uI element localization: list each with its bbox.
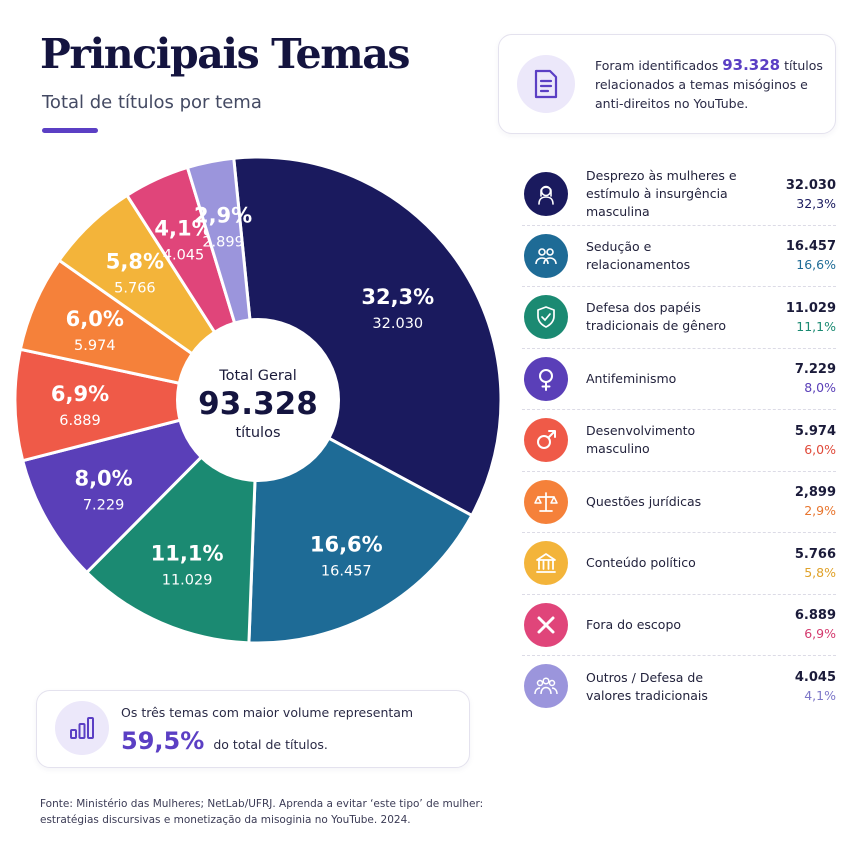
legend-values: 6.889 6,9%: [795, 595, 836, 656]
male-symbol-icon: [524, 418, 568, 462]
info-prefix: Foram identificados: [595, 58, 719, 73]
title-accent-bar: [42, 128, 98, 133]
female-symbol-icon: [524, 356, 568, 401]
legend-values: 4.045 4,1%: [795, 656, 836, 718]
slice-percentage-label: 8,0%: [74, 467, 132, 491]
legend-label: Questões jurídicas: [586, 493, 702, 509]
info-suffix: títulos relacionados a temas misóginos e…: [595, 58, 823, 111]
center-total-value: 93.328: [198, 386, 318, 422]
legend-percentage: 8,0%: [804, 380, 836, 396]
legend-label: Outros / Defesa de valores tradicionais: [586, 669, 708, 703]
slice-percentage-label: 6,0%: [66, 307, 124, 331]
legend-count: 6.889: [794, 608, 836, 624]
document-icon: [517, 55, 575, 113]
legend-label: Desenvolvimento masculino: [586, 423, 696, 457]
legend-count: 11.029: [785, 300, 836, 316]
woman-icon: [524, 172, 568, 216]
summary-card: Os três temas com maior volume represent…: [36, 690, 470, 768]
group-icon: [524, 233, 568, 278]
legend-count: 7.229: [794, 362, 836, 378]
legend-values: 16.457 16,6%: [786, 226, 836, 287]
legend-count: 5.766: [794, 546, 836, 562]
info-card: Foram identificados 93.328 títulos relac…: [498, 34, 836, 134]
legend-values: 11.029 11,1%: [786, 287, 836, 348]
legend-count: 5.974: [794, 423, 836, 439]
legend-row: Defesa dos papéis tradicionais de gênero…: [522, 287, 836, 349]
slice-percentage-label: 2,9%: [194, 204, 252, 228]
slice-value-label: 5.766: [114, 281, 156, 297]
legend-percentage: 11,1%: [796, 318, 836, 334]
legend-values: 2,899 2,9%: [795, 472, 836, 533]
page-subtitle: Total de títulos por tema: [42, 92, 262, 113]
legend-percentage: 6,9%: [804, 626, 836, 642]
pie-chart: 32,3% 32.030 16,6% 16.457 11,1% 11.029 8,0% 7.2…: [13, 155, 503, 645]
summary-line: Os três temas com maior volume represent…: [121, 705, 414, 720]
pie-slice: [232, 155, 503, 517]
legend-values: 7.229 8,0%: [795, 349, 836, 410]
slice-percentage-label: 11,1%: [151, 541, 224, 565]
legend-values: 5.766 5,8%: [795, 533, 836, 594]
legend-row: Conteúdo político 5.766 5,8%: [522, 533, 836, 595]
center-total-label: Total Geral: [218, 368, 297, 384]
legend-label: Sedução e relacionamentos: [586, 238, 691, 272]
legend-label: Defesa dos papéis tradicionais de gênero: [586, 300, 726, 334]
legend-label: Fora do escopo: [586, 616, 682, 632]
slice-percentage-label: 16,6%: [310, 533, 383, 557]
summary-rest: do total de títulos.: [213, 737, 328, 752]
legend-label: Antifeminismo: [586, 370, 677, 386]
legend-percentage: 32,3%: [796, 195, 836, 211]
bar-chart-icon: [55, 701, 109, 755]
slice-value-label: 16.457: [321, 564, 372, 580]
slice-value-label: 4.045: [163, 247, 205, 263]
slice-percentage-label: 6,9%: [51, 382, 109, 406]
legend-percentage: 5,8%: [804, 564, 836, 580]
slice-percentage-label: 32,3%: [361, 285, 434, 309]
slice-value-label: 6.889: [59, 413, 101, 429]
legend-values: 32.030 32,3%: [786, 164, 836, 225]
slice-percentage-label: 5,8%: [106, 250, 164, 274]
slice-value-label: 2.899: [202, 235, 244, 251]
legend-percentage: 2,9%: [804, 503, 836, 519]
legend-count: 32.030: [785, 177, 836, 193]
pie-slice: [13, 347, 260, 463]
slice-value-label: 11.029: [162, 572, 213, 588]
shield-icon: [524, 295, 568, 339]
legend-count: 2,899: [794, 485, 836, 501]
legend-label: Conteúdo político: [586, 555, 696, 571]
source-note: Fonte: Ministério das Mulheres; NetLab/U…: [40, 798, 484, 826]
cross-icon: [524, 602, 568, 647]
info-text: Foram identificados 93.328 títulos relac…: [595, 56, 827, 113]
legend-row: Questões jurídicas 2,899 2,9%: [522, 472, 836, 533]
legend-percentage: 4,1%: [804, 688, 836, 704]
legend-row: Desenvolvimento masculino 5.974 6,0%: [522, 410, 836, 472]
scales-icon: [524, 479, 568, 524]
legend-label: Desprezo às mulheres e estímulo à insurg…: [586, 168, 737, 220]
page-title: Principais Temas: [40, 30, 410, 78]
legend-count: 16.457: [785, 239, 836, 255]
slice-value-label: 7.229: [83, 498, 125, 514]
summary-percentage: 59,5%: [121, 727, 205, 755]
legend: Desprezo às mulheres e estímulo à insurg…: [522, 164, 836, 718]
center-total-unit: títulos: [235, 425, 280, 441]
legend-row: Sedução e relacionamentos 16.457 16,6%: [522, 226, 836, 287]
summary-value-line: 59,5% do total de títulos.: [121, 727, 328, 755]
slice-value-label: 32.030: [372, 316, 423, 332]
pie-center-hole: [176, 318, 340, 482]
slice-value-label: 5.974: [74, 338, 116, 354]
legend-percentage: 16,6%: [796, 257, 836, 273]
people-icon: [524, 664, 568, 708]
legend-values: 5.974 6,0%: [795, 410, 836, 471]
legend-count: 4.045: [794, 670, 836, 686]
legend-row: Outros / Defesa de valores tradicionais 4…: [522, 656, 836, 718]
legend-row: Antifeminismo 7.229 8,0%: [522, 349, 836, 410]
legend-row: Desprezo às mulheres e estímulo à insurg…: [522, 164, 836, 226]
government-building-icon: [524, 541, 568, 585]
info-number: 93.328: [722, 56, 781, 74]
legend-row: Fora do escopo 6.889 6,9%: [522, 595, 836, 656]
legend-percentage: 6,0%: [804, 441, 836, 457]
